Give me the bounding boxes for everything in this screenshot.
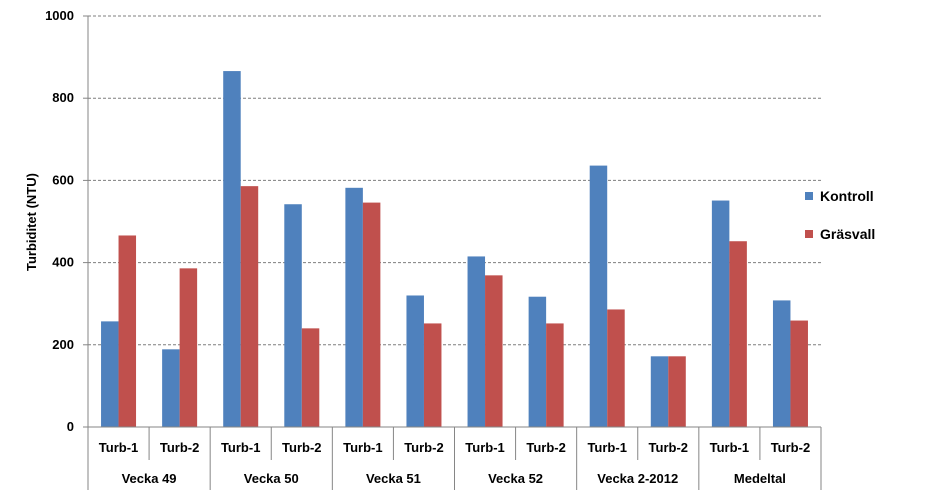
legend: Kontroll Gräsvall [805,188,875,242]
y-tick-labels: 0 200 400 600 800 1000 [45,8,74,434]
x-category-labels: Turb-1 Turb-2 Turb-1 Turb-2 Turb-1 Turb-2 Turb… [99,440,810,455]
x-group-label: Vecka 49 [122,471,177,486]
bar-gr-svall-7 [485,275,503,427]
x-category-label: Turb-2 [404,440,443,455]
bar-gr-svall-11 [729,241,747,427]
bar-gr-svall-9 [607,309,625,427]
bar-kontroll-5 [345,187,363,427]
x-category-label: Turb-2 [649,440,688,455]
bar-kontroll-2 [162,349,180,427]
y-tick-label: 600 [52,172,74,187]
bar-gr-svall-12 [790,320,808,427]
x-category-label: Turb-1 [710,440,749,455]
bar-kontroll-9 [589,165,608,427]
bar-kontroll-1 [101,321,119,427]
bar-gr-svall-1 [118,235,137,427]
bar-gr-svall-4 [301,328,320,427]
y-tick-label: 800 [52,90,74,105]
bar-kontroll-7 [467,256,486,427]
x-category-label: Turb-1 [465,440,504,455]
bar-kontroll-6 [406,295,424,427]
bar-kontroll-8 [528,296,547,427]
bar-kontroll-12 [772,300,791,427]
x-category-label: Turb-2 [282,440,321,455]
y-tick-label: 0 [67,419,74,434]
x-category-label: Turb-2 [771,440,810,455]
bar-gr-svall-8 [546,323,564,427]
x-category-label: Turb-1 [343,440,382,455]
x-category-label: Turb-1 [221,440,260,455]
legend-label: Gräsvall [820,226,875,242]
x-category-label: Turb-2 [526,440,565,455]
x-category-label: Turb-1 [587,440,626,455]
y-tick-label: 200 [52,337,74,352]
x-group-label: Medeltal [734,471,786,486]
bar-kontroll-3 [223,71,241,427]
legend-swatch [805,230,813,238]
bars [101,71,808,427]
bar-gr-svall-5 [362,202,381,427]
bar-gr-svall-2 [179,268,198,427]
x-group-labels: Vecka 49 Vecka 50 Vecka 51 Vecka 52 Vecka 2-… [122,471,786,486]
y-tick-label: 400 [52,255,74,270]
y-axis-label: Turbiditet (NTU) [24,173,39,271]
legend-swatch [805,192,813,200]
y-tick-label: 1000 [45,8,74,23]
x-category-label: Turb-2 [160,440,199,455]
gridlines [88,15,821,346]
legend-label: Kontroll [820,188,874,204]
x-group-label: Vecka 2-2012 [597,471,678,486]
x-category-label: Turb-1 [99,440,138,455]
bar-kontroll-4 [284,204,302,427]
bar-gr-svall-3 [240,186,259,427]
bar-kontroll-10 [650,356,669,427]
x-group-label: Vecka 51 [366,471,421,486]
axes [83,15,822,490]
bar-gr-svall-10 [668,356,686,427]
x-group-label: Vecka 50 [244,471,299,486]
bar-kontroll-11 [711,200,730,427]
bar-gr-svall-6 [423,323,442,427]
x-group-label: Vecka 52 [488,471,543,486]
